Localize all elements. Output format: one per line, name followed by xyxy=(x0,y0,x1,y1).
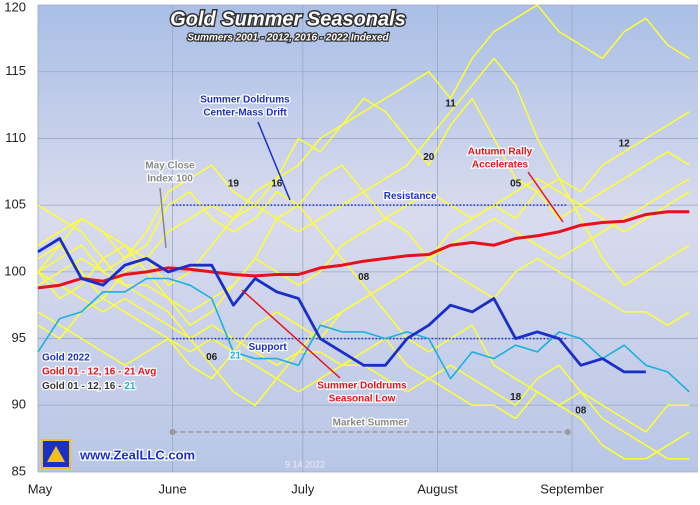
y-tick-label: 100 xyxy=(4,263,26,278)
series-label: 08 xyxy=(575,405,587,416)
arrow xyxy=(241,289,341,379)
y-tick-label: 105 xyxy=(4,197,26,212)
series-line xyxy=(37,177,690,407)
logo-mark xyxy=(47,446,65,462)
arrow xyxy=(159,187,167,249)
annotation: Seasonal Low xyxy=(329,394,396,405)
series-line xyxy=(37,4,690,273)
x-tick-label: August xyxy=(417,481,458,496)
plot-area xyxy=(38,5,698,472)
series-label: 06 xyxy=(206,352,218,363)
y-tick-label: 85 xyxy=(12,463,26,478)
reference-end xyxy=(169,428,176,435)
series-label: 20 xyxy=(423,152,435,163)
series-line xyxy=(37,177,690,313)
arrow xyxy=(527,171,564,223)
series-label: 16 xyxy=(271,178,283,189)
series-line xyxy=(37,210,690,290)
reference-end xyxy=(564,428,571,435)
annotation: Accelerates xyxy=(472,160,529,171)
annotation: Summer Doldrums xyxy=(317,381,407,392)
legend-text: Gold 01 - 12, 16 - xyxy=(42,381,124,392)
x-tick-label: September xyxy=(540,481,604,496)
series-label: 11 xyxy=(445,98,456,109)
y-tick-label: 115 xyxy=(5,63,26,78)
annotation: Center-Mass Drift xyxy=(203,108,287,119)
arrow xyxy=(257,121,291,201)
series-label: 21 xyxy=(230,351,242,362)
x-tick-label: June xyxy=(159,481,187,496)
series-label: 19 xyxy=(228,178,240,189)
y-tick-label: 110 xyxy=(5,130,26,145)
series-line xyxy=(37,244,690,460)
legend-entry: Gold 01 - 12, 16 - 21 Avg xyxy=(42,367,156,378)
series-label: 12 xyxy=(619,138,631,149)
series-line xyxy=(37,237,646,374)
annotation: Summer Doldrums xyxy=(200,95,290,106)
y-tick-label: 90 xyxy=(12,397,26,412)
legend-text: 21 xyxy=(124,381,136,392)
date: 9.14.2022 xyxy=(285,459,325,469)
x-tick-label: July xyxy=(291,481,315,496)
reference-label: Support xyxy=(248,342,287,353)
legend-entry: Gold 01 - 12, 16 - 21 xyxy=(42,381,136,392)
reference-label: Resistance xyxy=(384,191,437,202)
annotation: May Close xyxy=(145,161,195,172)
y-tick-label: 120 xyxy=(4,0,26,14)
series-label: 18 xyxy=(510,392,522,403)
reference-label: Market Summer xyxy=(333,418,408,429)
y-tick-label: 95 xyxy=(12,330,26,345)
series-line xyxy=(37,277,690,393)
annotation: Index 100 xyxy=(147,174,193,185)
series-label: 08 xyxy=(358,272,370,283)
legend: Gold 2022 Gold 01 - 12, 16 - 21 Avg Gold… xyxy=(41,351,158,393)
chart-subtitle: Summers 2001 - 2012, 2016 - 2022 Indexed xyxy=(187,33,389,44)
website: www.ZealLLC.com xyxy=(79,447,195,462)
chart-title: Gold Summer Seasonals xyxy=(170,8,406,30)
series-label: 05 xyxy=(510,178,522,189)
annotation: Autumn Rally xyxy=(468,147,533,158)
x-tick-label: May xyxy=(28,481,53,496)
legend-entry: Gold 2022 xyxy=(42,353,90,364)
